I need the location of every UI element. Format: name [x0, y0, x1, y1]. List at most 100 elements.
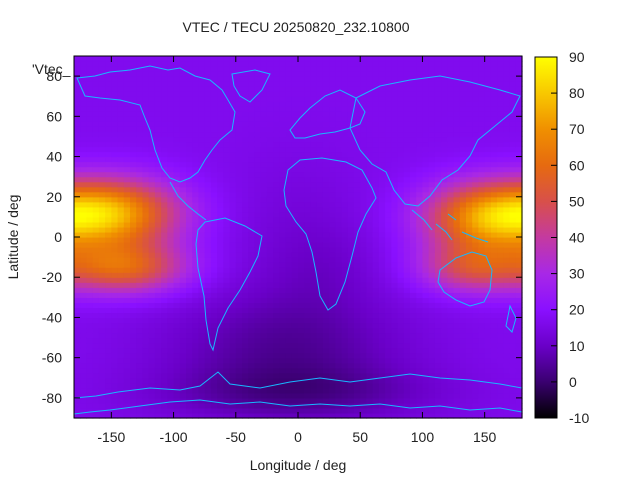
- heatmap-cell: [217, 322, 224, 329]
- heatmap-cell: [391, 322, 399, 329]
- heatmap-cell: [410, 307, 417, 314]
- heatmap-cell: [279, 297, 287, 303]
- heatmap-cell: [366, 216, 374, 223]
- heatmap-cell: [447, 402, 455, 409]
- heatmap-cell: [416, 66, 424, 72]
- heatmap-cell: [86, 332, 94, 339]
- heatmap-cell: [410, 121, 417, 127]
- heatmap-cell: [235, 412, 243, 419]
- heatmap-cell: [453, 302, 461, 308]
- heatmap-cell: [136, 412, 144, 419]
- heatmap-cell: [148, 96, 156, 102]
- heatmap-cell: [385, 292, 392, 298]
- heatmap-cell: [422, 312, 430, 319]
- heatmap-cell: [385, 216, 392, 223]
- heatmap-cell: [273, 86, 280, 92]
- heatmap-cell: [347, 176, 355, 183]
- heatmap-cell: [459, 231, 467, 238]
- heatmap-cell: [298, 96, 305, 102]
- heatmap-cell: [322, 262, 330, 268]
- heatmap-cell: [123, 146, 131, 153]
- heatmap-cell: [310, 151, 318, 158]
- heatmap-cell: [490, 272, 498, 278]
- heatmap-cell: [459, 86, 467, 92]
- heatmap-cell: [298, 161, 305, 168]
- heatmap-cell: [472, 171, 480, 178]
- heatmap-cell: [410, 81, 417, 87]
- heatmap-cell: [366, 312, 374, 319]
- heatmap-cell: [335, 257, 343, 263]
- heatmap-cell: [130, 216, 137, 223]
- heatmap-cell: [266, 262, 274, 268]
- heatmap-cell: [248, 91, 256, 97]
- heatmap-cell: [123, 347, 131, 354]
- heatmap-cell: [310, 161, 318, 168]
- heatmap-cell: [198, 337, 206, 344]
- heatmap-cell: [105, 382, 112, 389]
- heatmap-cell: [447, 206, 455, 213]
- heatmap-cell: [410, 56, 417, 62]
- heatmap-cell: [130, 161, 137, 168]
- heatmap-cell: [210, 61, 218, 67]
- heatmap-cell: [136, 247, 144, 253]
- heatmap-cell: [260, 56, 268, 62]
- heatmap-cell: [347, 307, 355, 314]
- heatmap-cell: [123, 357, 131, 364]
- heatmap-cell: [229, 332, 237, 339]
- heatmap-cell: [279, 91, 287, 97]
- heatmap-cell: [117, 357, 125, 364]
- heatmap-cell: [148, 221, 156, 228]
- heatmap-cell: [210, 337, 218, 344]
- heatmap-cell: [86, 362, 94, 369]
- heatmap-cell: [217, 196, 224, 203]
- heatmap-cell: [459, 221, 467, 228]
- heatmap-cell: [260, 267, 268, 273]
- heatmap-cell: [198, 357, 206, 364]
- heatmap-cell: [173, 136, 181, 143]
- heatmap-cell: [279, 377, 287, 384]
- heatmap-cell: [397, 186, 405, 193]
- heatmap-cell: [204, 352, 212, 359]
- heatmap-cell: [354, 267, 361, 273]
- heatmap-cell: [223, 402, 231, 409]
- heatmap-cell: [105, 272, 112, 278]
- heatmap-cell: [210, 196, 218, 203]
- heatmap-cell: [354, 247, 361, 253]
- heatmap-cell: [136, 111, 144, 117]
- heatmap-cell: [111, 151, 119, 158]
- heatmap-cell: [154, 302, 162, 308]
- heatmap-cell: [154, 211, 162, 218]
- heatmap-cell: [279, 302, 287, 308]
- heatmap-cell: [74, 342, 81, 349]
- heatmap-cell: [316, 277, 324, 283]
- heatmap-cell: [254, 257, 262, 263]
- heatmap-cell: [316, 86, 324, 92]
- heatmap-cell: [497, 347, 504, 354]
- heatmap-cell: [459, 342, 467, 349]
- heatmap-cell: [490, 402, 498, 409]
- heatmap-cell: [117, 247, 125, 253]
- heatmap-cell: [316, 161, 324, 168]
- heatmap-cell: [490, 201, 498, 208]
- heatmap-cell: [453, 216, 461, 223]
- heatmap-cell: [416, 392, 424, 399]
- heatmap-cell: [111, 312, 119, 319]
- heatmap-cell: [92, 287, 100, 293]
- heatmap-cell: [428, 312, 436, 319]
- heatmap-cell: [291, 181, 299, 188]
- heatmap-cell: [204, 176, 212, 183]
- heatmap-cell: [410, 387, 417, 394]
- heatmap-cell: [354, 357, 361, 364]
- heatmap-cell: [410, 166, 417, 173]
- heatmap-cell: [490, 382, 498, 389]
- heatmap-cell: [254, 297, 262, 303]
- heatmap-cell: [447, 231, 455, 238]
- heatmap-cell: [173, 322, 181, 329]
- heatmap-cell: [428, 267, 436, 273]
- heatmap-cell: [397, 126, 405, 133]
- heatmap-cell: [123, 282, 131, 288]
- heatmap-cell: [74, 96, 81, 102]
- heatmap-cell: [142, 221, 150, 228]
- heatmap-cell: [291, 352, 299, 359]
- heatmap-cell: [179, 206, 187, 213]
